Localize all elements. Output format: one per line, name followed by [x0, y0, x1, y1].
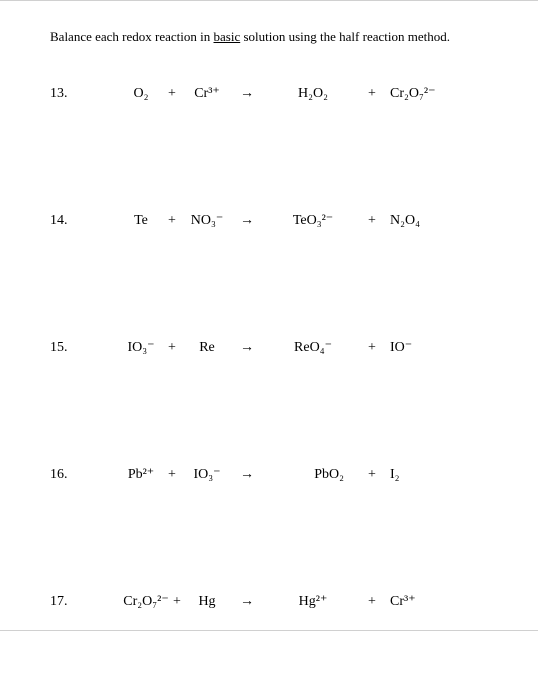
title-prefix: Balance each redox reaction in — [50, 29, 214, 44]
product-2: N₂O₄ — [390, 213, 420, 229]
product-2: Cr³⁺ — [390, 593, 416, 610]
product-1: Hg²⁺ — [262, 593, 354, 610]
arrow-icon: → — [232, 213, 262, 229]
problems-list: 13. O₂ + Cr³⁺ → H₂O₂ + Cr₂O₇²⁻ 14. Te + … — [50, 85, 498, 610]
page-title: Balance each redox reaction in basic sol… — [50, 21, 498, 45]
problem-row: 13. O₂ + Cr³⁺ → H₂O₂ + Cr₂O₇²⁻ — [50, 85, 498, 102]
problem-row: 17. Cr₂O₇²⁻ + Hg → Hg²⁺ + Cr³⁺ — [50, 593, 498, 610]
reactant-2: IO₃⁻ — [182, 466, 232, 483]
product-1: H₂O₂ — [262, 86, 354, 102]
arrow-icon: → — [232, 340, 262, 356]
plus-sign: + — [354, 86, 390, 102]
product-2: I₂ — [390, 467, 400, 483]
product-2: IO⁻ — [390, 339, 412, 356]
plus-sign: + — [162, 467, 182, 483]
plus-sign: + — [354, 213, 390, 229]
title-suffix: solution using the half reaction method. — [240, 29, 450, 44]
plus-sign: + — [172, 594, 182, 610]
product-2: Cr₂O₇²⁻ — [390, 85, 435, 102]
problem-row: 15. IO₃⁻ + Re → ReO₄⁻ + IO⁻ — [50, 339, 498, 356]
reactant-1: Cr₂O₇²⁻ — [120, 593, 172, 610]
reactant-2: Re — [182, 340, 232, 356]
plus-sign: + — [354, 594, 390, 610]
plus-sign: + — [162, 86, 182, 102]
equation: IO₃⁻ + Re → ReO₄⁻ + IO⁻ — [120, 339, 498, 356]
reactant-2: Cr³⁺ — [182, 85, 232, 102]
equation: Pb²⁺ + IO₃⁻ → PbO₂ + I₂ — [120, 466, 498, 483]
reactant-1: Te — [120, 213, 162, 229]
problem-number: 16. — [50, 467, 120, 483]
arrow-icon: → — [232, 594, 262, 610]
problem-number: 13. — [50, 86, 120, 102]
plus-sign: + — [354, 340, 390, 356]
equation: Te + NO₃⁻ → TeO₃²⁻ + N₂O₄ — [120, 212, 498, 229]
problem-number: 17. — [50, 594, 120, 610]
equation: Cr₂O₇²⁻ + Hg → Hg²⁺ + Cr³⁺ — [120, 593, 498, 610]
equation: O₂ + Cr³⁺ → H₂O₂ + Cr₂O₇²⁻ — [120, 85, 498, 102]
problem-row: 14. Te + NO₃⁻ → TeO₃²⁻ + N₂O₄ — [50, 212, 498, 229]
reactant-1: IO₃⁻ — [120, 339, 162, 356]
product-1: ReO₄⁻ — [262, 339, 354, 356]
problem-row: 16. Pb²⁺ + IO₃⁻ → PbO₂ + I₂ — [50, 466, 498, 483]
title-underline: basic — [214, 29, 241, 44]
plus-sign: + — [162, 340, 182, 356]
reactant-1: O₂ — [120, 86, 162, 102]
page: Balance each redox reaction in basic sol… — [0, 0, 538, 631]
arrow-icon: → — [232, 467, 262, 483]
product-1: TeO₃²⁻ — [262, 212, 354, 229]
arrow-icon: → — [232, 86, 262, 102]
problem-number: 14. — [50, 213, 120, 229]
plus-sign: + — [354, 467, 390, 483]
product-1: PbO₂ — [262, 467, 354, 483]
plus-sign: + — [162, 213, 182, 229]
reactant-2: NO₃⁻ — [182, 212, 232, 229]
reactant-1: Pb²⁺ — [120, 466, 162, 483]
reactant-2: Hg — [182, 594, 232, 610]
problem-number: 15. — [50, 340, 120, 356]
